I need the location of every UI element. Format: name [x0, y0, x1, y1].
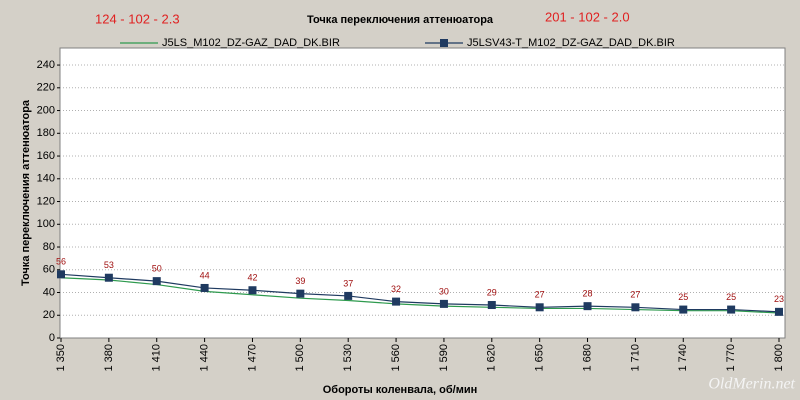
- point: [727, 305, 736, 314]
- y-tick-label: 120: [37, 195, 55, 207]
- y-tick-label: 160: [37, 150, 55, 162]
- point: [775, 307, 783, 316]
- point: [296, 289, 305, 298]
- data-label: 27: [630, 290, 640, 300]
- data-label: 37: [343, 278, 353, 288]
- chart-title: Точка переключения аттенюатора: [307, 14, 494, 26]
- plot-area: [59, 47, 786, 339]
- x-axis-label: Обороты коленвала, об/мин: [323, 384, 478, 396]
- series-line: [60, 277, 780, 314]
- x-tick-label: 1 410: [151, 344, 163, 372]
- data-label: 39: [295, 276, 305, 286]
- y-tick-label: 60: [43, 264, 55, 276]
- point: [248, 286, 257, 295]
- data-label: 56: [56, 257, 66, 267]
- x-tick-label: 1 560: [390, 344, 402, 372]
- x-tick-label: 1 680: [581, 344, 593, 372]
- x-tick-label: 1 500: [294, 344, 306, 372]
- annotation: 124 - 102 - 2.3: [95, 11, 180, 26]
- data-label: 29: [487, 287, 497, 297]
- x-tick-label: 1 590: [438, 344, 450, 372]
- x-tick-label: 1 530: [342, 344, 354, 372]
- legend-marker: [440, 39, 448, 47]
- point: [535, 303, 544, 312]
- data-label: 30: [439, 286, 449, 296]
- point: [344, 291, 353, 300]
- x-tick-label: 1 440: [199, 344, 211, 372]
- data-label: 53: [104, 260, 114, 270]
- x-tick-label: 1 620: [486, 344, 498, 372]
- point: [439, 299, 448, 308]
- x-tick-label: 1 650: [534, 344, 546, 372]
- data-label: 25: [678, 292, 688, 302]
- point: [104, 273, 113, 282]
- point: [583, 302, 592, 311]
- x-tick-label: 1 350: [55, 344, 67, 372]
- point: [679, 305, 688, 314]
- series-line: [60, 273, 780, 313]
- y-tick-label: 240: [37, 59, 55, 71]
- x-tick-label: 1 380: [103, 344, 115, 372]
- data-label: 42: [247, 273, 257, 283]
- point: [487, 301, 496, 310]
- y-tick-label: 0: [49, 332, 55, 344]
- legend-label: J5LSV43-T_M102_DZ-GAZ_DAD_DK.BIR: [467, 37, 675, 49]
- data-label: 32: [391, 284, 401, 294]
- y-axis-label: Точка переключения аттенюатора: [20, 99, 32, 286]
- x-tick-label: 1 740: [677, 344, 689, 372]
- y-tick-label: 140: [37, 173, 55, 185]
- annotation: 201 - 102 - 2.0: [545, 9, 630, 24]
- data-label: 25: [726, 292, 736, 302]
- point: [57, 270, 65, 279]
- x-tick-label: 1 770: [725, 344, 737, 372]
- point: [200, 283, 209, 292]
- point: [152, 277, 161, 286]
- y-tick-label: 100: [37, 218, 55, 230]
- legend-label: J5LS_M102_DZ-GAZ_DAD_DK.BIR: [162, 37, 340, 49]
- x-tick-label: 1 470: [246, 344, 258, 372]
- y-tick-label: 180: [37, 127, 55, 139]
- x-tick-label: 1 710: [629, 344, 641, 372]
- watermark: OldMerin.net: [708, 376, 795, 393]
- data-label: 27: [535, 290, 545, 300]
- y-tick-label: 20: [43, 309, 55, 321]
- data-label: 23: [774, 294, 784, 304]
- data-label: 28: [583, 289, 593, 299]
- y-tick-label: 220: [37, 82, 55, 94]
- point: [631, 303, 640, 312]
- y-tick-label: 80: [43, 241, 55, 253]
- point: [392, 297, 401, 306]
- y-tick-label: 200: [37, 104, 55, 116]
- y-tick-label: 40: [43, 286, 55, 298]
- x-tick-label: 1 800: [773, 344, 785, 372]
- data-label: 50: [152, 264, 162, 274]
- data-label: 44: [200, 270, 210, 280]
